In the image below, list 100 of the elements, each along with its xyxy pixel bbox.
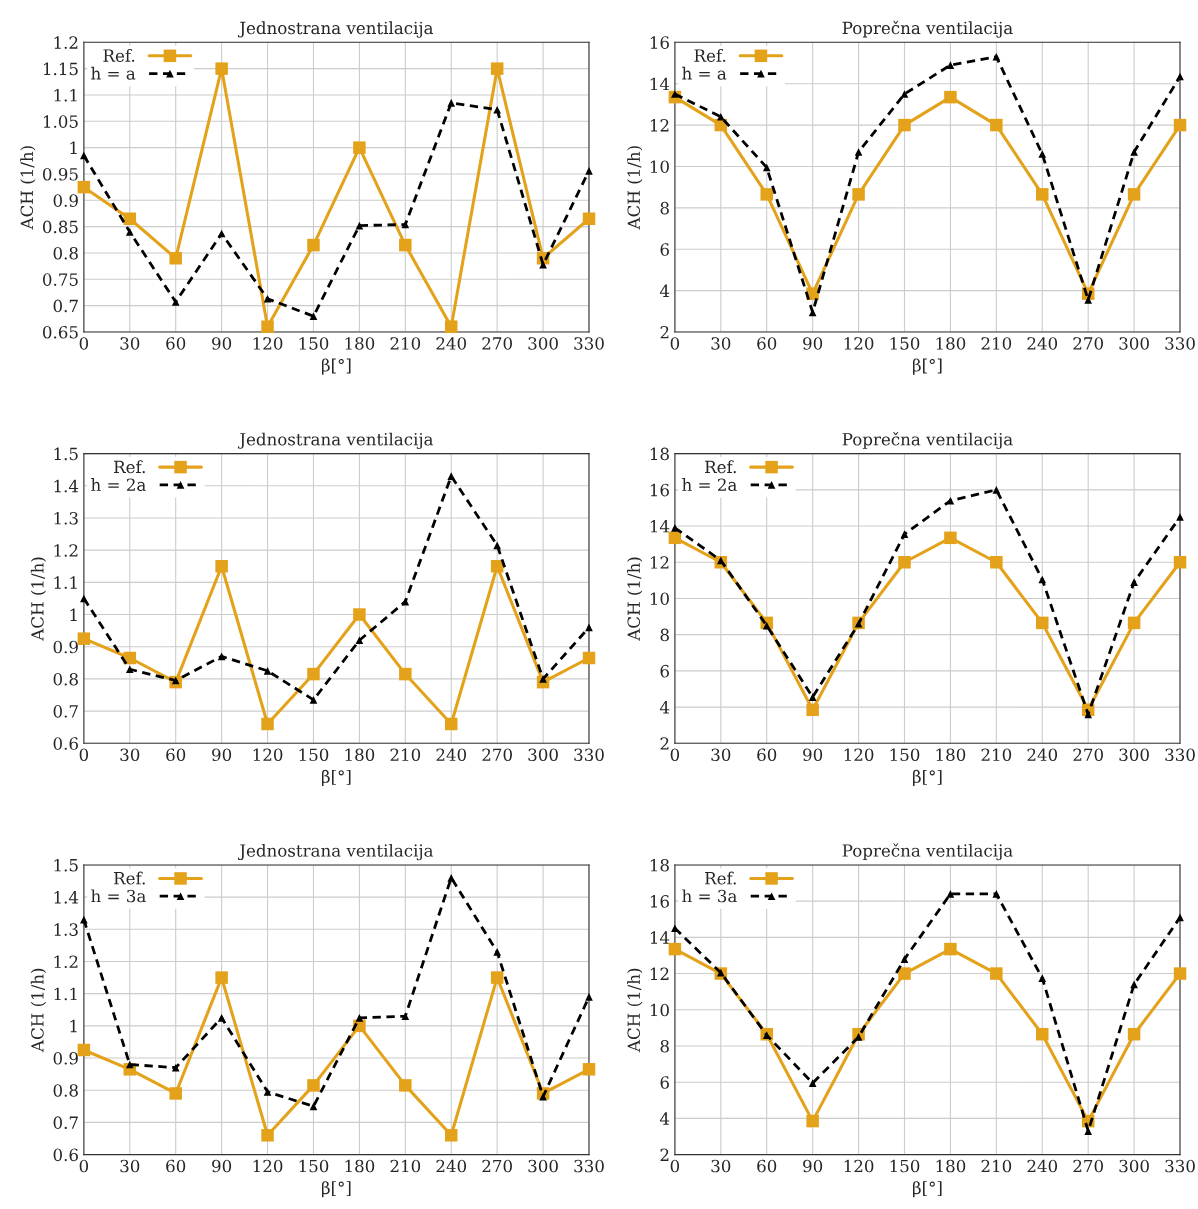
y-tick-label: 2	[660, 325, 669, 339]
x-axis-title: β[°]	[913, 1181, 942, 1198]
x-tick-label: 150	[299, 1159, 329, 1173]
legend-label: h = a	[682, 66, 727, 80]
x-tick-label: 90	[803, 748, 823, 762]
y-tick-label: 8	[660, 628, 669, 642]
point	[1036, 1027, 1049, 1041]
x-tick-label: 30	[120, 748, 140, 762]
x-tick-label: 30	[120, 1159, 140, 1173]
x-tick-label: 150	[890, 748, 920, 762]
point	[444, 1129, 458, 1142]
y-tick-label: 1	[70, 141, 77, 154]
point	[668, 942, 682, 956]
y-tick-label: 18	[650, 447, 669, 461]
point	[125, 228, 134, 236]
point	[355, 636, 364, 645]
point	[401, 597, 410, 606]
y-tick-label: 6	[660, 1076, 669, 1089]
x-tick-label: 240	[436, 748, 467, 762]
x-tick-label: 270	[1073, 337, 1103, 350]
point	[399, 667, 412, 681]
x-tick-label: 60	[166, 748, 186, 762]
point	[401, 1012, 410, 1021]
point	[77, 180, 91, 194]
y-tick-label: 14	[650, 520, 670, 533]
x-tick-label: 30	[711, 1159, 731, 1173]
x-tick-label: 60	[166, 1159, 186, 1173]
legend-label: h = 2a	[682, 478, 737, 491]
y-tick-label: 10	[650, 160, 669, 174]
x-tick-label: 330	[574, 748, 604, 762]
point	[1173, 118, 1187, 132]
x-tick-label: 300	[528, 337, 558, 350]
x-tick-label: 330	[574, 337, 604, 350]
y-axis-title: ACH (1/h)	[627, 968, 643, 1053]
point	[493, 105, 501, 114]
x-axis-title: β[°]	[913, 769, 942, 787]
point	[401, 220, 410, 229]
point	[215, 971, 228, 984]
point	[582, 651, 596, 665]
x-tick-label: 90	[212, 337, 232, 350]
point	[444, 717, 458, 731]
x-tick-label: 0	[79, 748, 89, 762]
legend-label: Ref.	[103, 48, 135, 62]
y-tick-label: 8	[660, 1039, 669, 1053]
point	[1084, 296, 1092, 304]
point	[582, 1063, 596, 1076]
x-tick-label: 0	[79, 1159, 89, 1173]
point	[808, 308, 817, 317]
point	[1127, 188, 1141, 201]
point	[490, 971, 504, 984]
x-tick-label: 60	[757, 1159, 777, 1173]
x-tick-label: 180	[345, 337, 375, 350]
legend-label: Ref.	[114, 871, 145, 885]
legend-label: Ref.	[705, 871, 736, 885]
y-tick-label: 1.1	[54, 987, 77, 1001]
y-tick-label: 1.4	[54, 891, 79, 904]
chart-title: Poprečna ventilacija	[842, 20, 1013, 38]
x-tick-label: 270	[1073, 748, 1103, 762]
point	[1038, 974, 1047, 982]
x-tick-label: 210	[981, 337, 1012, 350]
x-tick-label: 330	[1165, 748, 1195, 762]
point	[493, 948, 501, 956]
y-tick-label: 0.65	[42, 325, 78, 339]
x-tick-label: 300	[528, 1159, 558, 1173]
y-axis-title: ACH (1/h)	[30, 557, 47, 641]
point	[760, 188, 773, 201]
legend-label: h = 3a	[682, 889, 737, 903]
y-tick-label: 8	[660, 201, 669, 215]
y-tick-label: 0.8	[53, 1084, 78, 1097]
y-tick-label: 18	[650, 858, 669, 872]
point	[992, 486, 1001, 494]
y-tick-label: 0.7	[53, 299, 78, 313]
point	[900, 530, 909, 539]
point	[990, 967, 1003, 980]
y-tick-label: 0.85	[42, 220, 78, 234]
point	[353, 141, 366, 154]
point	[309, 696, 318, 704]
y-tick-label: 1.5	[54, 858, 78, 872]
legend-label: Ref.	[705, 460, 736, 474]
x-tick-label: 180	[345, 1159, 375, 1173]
point	[263, 1088, 272, 1096]
x-tick-label: 300	[1119, 1159, 1149, 1173]
legend-label: h = 3a	[91, 889, 146, 903]
y-tick-label: 10	[650, 592, 669, 606]
point	[1036, 188, 1049, 201]
point	[444, 320, 458, 333]
y-tick-label: 1.5	[54, 447, 78, 461]
y-tick-label: 1.2	[54, 955, 78, 969]
y-tick-label: 1.2	[54, 544, 78, 557]
point	[261, 1129, 274, 1142]
x-axis-title: β[°]	[322, 1181, 351, 1198]
legend-label: Ref.	[694, 48, 726, 62]
point	[898, 556, 911, 569]
legend-label: h = a	[91, 66, 136, 80]
point	[80, 594, 88, 603]
point	[808, 1079, 817, 1087]
point	[263, 667, 272, 675]
point	[585, 993, 593, 1001]
y-tick-label: 2	[660, 737, 669, 750]
point	[307, 1079, 320, 1092]
